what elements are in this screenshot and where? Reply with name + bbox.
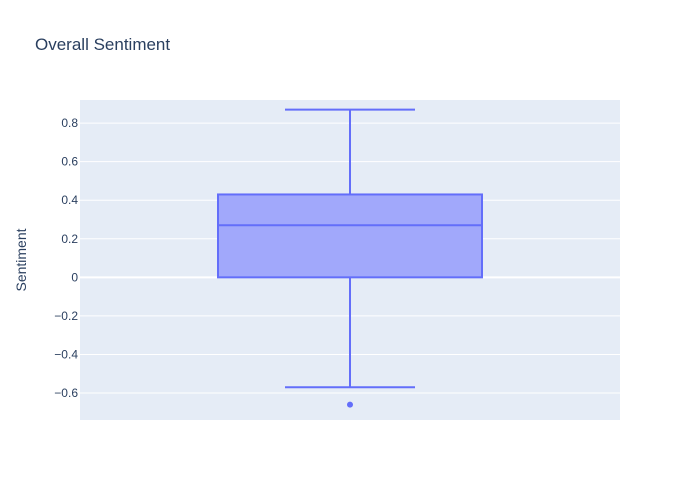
- y-tick-label: 0.8: [61, 116, 78, 130]
- y-tick-label: −0.2: [54, 309, 78, 323]
- interquartile-box[interactable]: [217, 193, 483, 279]
- y-tick-label: −0.4: [54, 347, 78, 361]
- y-tick-label: 0.4: [61, 193, 78, 207]
- box-trace[interactable]: [217, 108, 483, 408]
- y-axis-title: Sentiment: [13, 228, 29, 291]
- y-tick-label: 0: [71, 270, 78, 284]
- chart-title: Overall Sentiment: [35, 35, 170, 54]
- outlier-point[interactable]: [347, 401, 353, 408]
- y-tick-label: −0.6: [54, 386, 78, 400]
- y-axis-ticks: −0.6 −0.4 −0.2 0 0.2 0.4 0.6 0.8: [54, 116, 78, 400]
- y-tick-label: 0.6: [61, 155, 78, 169]
- y-tick-label: 0.2: [61, 232, 78, 246]
